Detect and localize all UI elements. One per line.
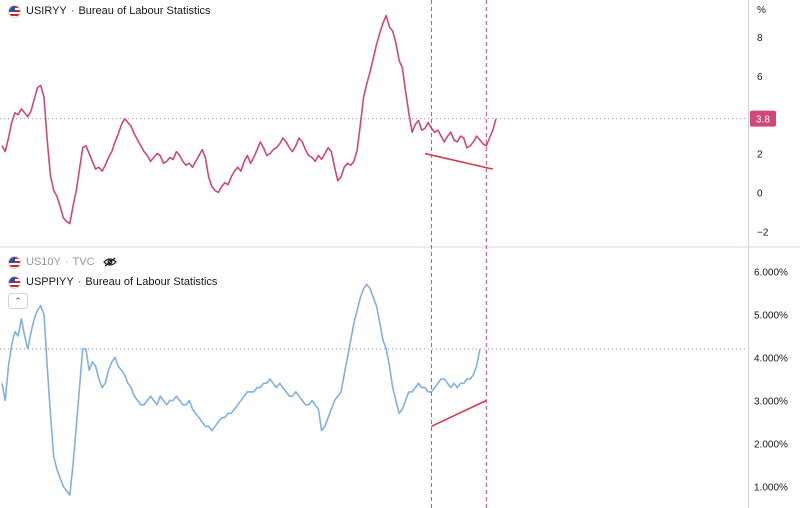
y-tick-label: 4.000% <box>754 354 788 365</box>
hidden-series-symbol: US10Y <box>26 256 61 268</box>
usiryy-series-line <box>1 14 497 225</box>
eye-off-icon[interactable] <box>102 257 117 267</box>
top-series-source: Bureau of Labour Statistics <box>78 5 211 17</box>
chevron-up-icon[interactable]: ⌃ <box>8 293 28 309</box>
y-tick-label: 0 <box>757 188 763 199</box>
bottom-pane-legend[interactable]: USPPIYY · Bureau of Labour Statistics <box>8 274 217 290</box>
y-tick-label: 6 <box>757 72 763 83</box>
legend-separator: · <box>64 256 69 268</box>
usppiyy-series-line <box>1 283 481 496</box>
trendline <box>424 152 493 170</box>
y-tick-label: 6.000% <box>754 268 788 279</box>
us-flag-icon <box>8 275 21 289</box>
us-flag-icon <box>8 255 21 269</box>
us-flag-icon <box>8 4 21 18</box>
y-tick-label: 2 <box>757 150 763 161</box>
trendline <box>431 399 487 428</box>
legend-separator: · <box>77 276 82 288</box>
y-tick-label: 8 <box>757 33 763 44</box>
top-axis-unit: % <box>757 5 766 16</box>
legend-separator: · <box>70 5 75 17</box>
hidden-series-legend[interactable]: US10Y · TVC <box>8 254 117 270</box>
top-pane-legend[interactable]: USIRYY · Bureau of Labour Statistics <box>8 3 211 19</box>
last-value-label: 3.8 <box>756 115 770 126</box>
y-tick-label: 3.000% <box>754 397 788 408</box>
top-series-symbol: USIRYY <box>26 5 67 17</box>
bottom-series-source: Bureau of Labour Statistics <box>85 276 218 288</box>
y-tick-label: 5.000% <box>754 311 788 322</box>
hidden-series-source: TVC <box>72 256 95 268</box>
y-tick-label: 1.000% <box>754 483 788 494</box>
bottom-series-symbol: USPPIYY <box>26 276 74 288</box>
last-value-badge <box>750 110 776 127</box>
y-tick-label: −2 <box>757 227 769 238</box>
y-tick-label: 2.000% <box>754 440 788 451</box>
